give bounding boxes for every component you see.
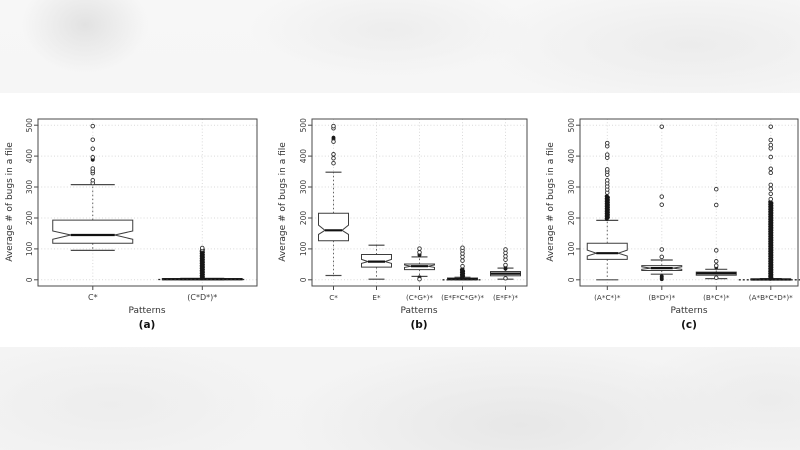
svg-text:0: 0 [299, 277, 308, 282]
svg-text:500: 500 [299, 118, 308, 133]
svg-text:500: 500 [25, 118, 34, 133]
svg-text:400: 400 [25, 149, 34, 164]
subfigure-caption-a: (a) [138, 319, 156, 331]
svg-text:(C*G*)*: (C*G*)* [406, 293, 433, 302]
svg-text:200: 200 [299, 211, 308, 226]
y-axis-title-c: Average # of bugs in a file [546, 142, 556, 262]
svg-text:(A*C*)*: (A*C*)* [594, 293, 621, 302]
figure-strip [0, 93, 800, 347]
svg-text:300: 300 [25, 180, 34, 195]
svg-text:500: 500 [567, 118, 576, 133]
svg-text:200: 200 [25, 211, 34, 226]
boxplot-panel-b: 0 100 200 300 400 500 C* E* (C*G*)* (E*F*C*G*)* (E… [299, 118, 528, 302]
svg-text:300: 300 [299, 180, 308, 195]
svg-text:(A*B*C*D*)*: (A*B*C*D*)* [749, 293, 793, 302]
svg-text:100: 100 [567, 242, 576, 257]
svg-text:(E*F*C*G*)*: (E*F*C*G*)* [441, 293, 484, 302]
svg-text:C*: C* [88, 293, 98, 302]
subfigure-caption-c: (c) [681, 319, 697, 331]
svg-text:100: 100 [299, 242, 308, 257]
x-axis-title-c: Patterns [670, 306, 708, 316]
svg-text:400: 400 [299, 149, 308, 164]
svg-text:C*: C* [329, 293, 338, 302]
x-axis-title-b: Patterns [400, 306, 438, 316]
subfigure-caption-b: (b) [410, 319, 428, 331]
svg-text:(C*D*)*: (C*D*)* [187, 293, 217, 302]
svg-text:(B*C*)*: (B*C*)* [703, 293, 730, 302]
x-axis-title-a: Patterns [128, 306, 166, 316]
svg-text:(B*D*)*: (B*D*)* [648, 293, 675, 302]
svg-text:0: 0 [25, 277, 34, 282]
svg-text:400: 400 [567, 149, 576, 164]
boxplot-panel-a: 0 100 200 300 400 500 C* (C*D*)* [25, 118, 258, 302]
svg-text:300: 300 [567, 180, 576, 195]
y-axis-title-a: Average # of bugs in a file [5, 142, 15, 262]
svg-text:200: 200 [567, 211, 576, 226]
y-axis-title-b: Average # of bugs in a file [278, 142, 288, 262]
svg-text:(E*F*)*: (E*F*)* [493, 293, 518, 302]
boxplot-panel-c: 0 100 200 300 400 500 (A*C*)* (B*D*)* (B*C*)* (A*… [567, 118, 800, 302]
svg-text:E*: E* [372, 293, 381, 302]
svg-text:100: 100 [25, 242, 34, 257]
svg-text:0: 0 [567, 277, 576, 282]
